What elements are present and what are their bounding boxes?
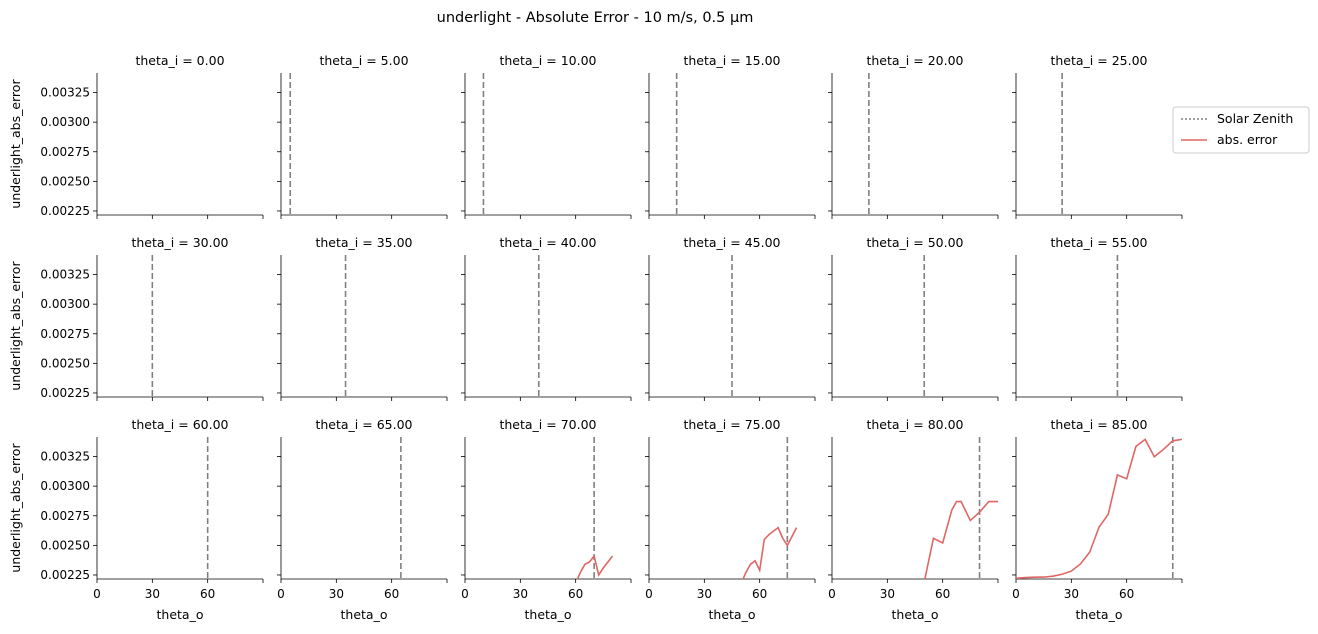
x-tick-label: 0 [277,587,285,601]
panel: theta_i = 80.00 0 30 60 theta_o [828,417,999,622]
x-tick-label: 30 [145,587,160,601]
x-axis-label: theta_o [157,607,204,622]
panel: theta_i = 75.00 0 30 60 theta_o [645,417,816,622]
panel-title: theta_i = 20.00 [866,53,963,68]
legend-label: Solar Zenith [1217,111,1293,126]
x-tick-label: 60 [200,587,215,601]
panel-title: theta_i = 35.00 [315,235,412,250]
y-tick-label: 0.00225 [40,204,90,218]
abs-error-line [742,526,798,579]
panels: theta_i = 0.00 0.00225 0.00250 0.00275 0.003… [8,53,1183,622]
x-tick-label: 30 [697,587,712,601]
panel-title: theta_i = 0.00 [135,53,224,68]
x-tick-label: 0 [1012,587,1020,601]
panel-title: theta_i = 85.00 [1050,417,1147,432]
x-tick-label: 0 [645,587,653,601]
x-tick-label: 30 [513,587,528,601]
y-tick-label: 0.00225 [40,386,90,400]
x-axis-label: theta_o [709,607,756,622]
panel: theta_i = 45.00 [645,235,816,401]
panel-title: theta_i = 10.00 [499,53,596,68]
panel: theta_i = 10.00 [461,53,632,219]
panel-title: theta_i = 45.00 [683,235,780,250]
panel: theta_i = 15.00 [645,53,816,219]
y-tick-label: 0.00300 [40,297,90,311]
panel-title: theta_i = 80.00 [866,417,963,432]
panel: theta_i = 50.00 [828,235,999,401]
legend: Solar Zenith abs. error [1172,106,1310,154]
panel: theta_i = 5.00 [277,53,448,219]
y-tick-label: 0.00275 [40,327,90,341]
x-tick-label: 60 [752,587,767,601]
x-tick-label: 30 [329,587,344,601]
panel-title: theta_i = 65.00 [315,417,412,432]
panel-title: theta_i = 55.00 [1050,235,1147,250]
y-tick-label: 0.00300 [40,479,90,493]
panel: theta_i = 25.00 [1012,53,1183,219]
panel-title: theta_i = 50.00 [866,235,963,250]
panel-title: theta_i = 5.00 [319,53,408,68]
y-axis-label: underlight_abs_error [8,79,23,209]
x-tick-label: 30 [1064,587,1079,601]
panel: theta_i = 55.00 [1012,235,1183,401]
abs-error-line [1016,438,1182,579]
panel: theta_i = 85.00 0 30 60 theta_o [1012,417,1183,622]
y-tick-label: 0.00325 [40,450,90,464]
x-tick-label: 60 [935,587,950,601]
panel-title: theta_i = 30.00 [131,235,228,250]
x-tick-label: 60 [568,587,583,601]
panel-title: theta_i = 25.00 [1050,53,1147,68]
y-tick-label: 0.00275 [40,509,90,523]
panel: theta_i = 70.00 0 30 60 theta_o [461,417,632,622]
y-tick-label: 0.00325 [40,268,90,282]
panel: theta_i = 20.00 [828,53,999,219]
panel-title: theta_i = 70.00 [499,417,596,432]
x-axis-label: theta_o [892,607,939,622]
panel: theta_i = 0.00 0.00225 0.00250 0.00275 0.003… [8,53,264,219]
panel-title: theta_i = 75.00 [683,417,780,432]
x-axis-label: theta_o [525,607,572,622]
panel-title: theta_i = 40.00 [499,235,596,250]
abs-error-line [576,554,614,579]
panel: theta_i = 35.00 [277,235,448,401]
x-axis-label: theta_o [341,607,388,622]
x-tick-label: 30 [880,587,895,601]
panel-title: theta_i = 60.00 [131,417,228,432]
x-tick-label: 60 [384,587,399,601]
y-axis-label: underlight_abs_error [8,261,23,391]
x-tick-label: 0 [93,587,101,601]
panel: theta_i = 40.00 [461,235,632,401]
y-tick-label: 0.00300 [40,115,90,129]
chart-title: underlight - Absolute Error - 10 m/s, 0.… [437,10,754,26]
y-axis-label: underlight_abs_error [8,443,23,573]
y-tick-label: 0.00225 [40,568,90,582]
panel: theta_i = 60.00 0.00225 0.00250 0.00275 0.00… [8,417,264,622]
y-tick-label: 0.00250 [40,174,90,188]
y-tick-label: 0.00250 [40,538,90,552]
legend-label: abs. error [1217,132,1278,147]
panel-title: theta_i = 15.00 [683,53,780,68]
panel: theta_i = 30.00 0.00225 0.00250 0.00275 0.00… [8,235,264,401]
x-axis-label: theta_o [1076,607,1123,622]
y-tick-label: 0.00325 [40,86,90,100]
y-tick-label: 0.00250 [40,356,90,370]
x-tick-label: 60 [1119,587,1134,601]
y-tick-label: 0.00275 [40,145,90,159]
panel: theta_i = 65.00 0 30 60 theta_o [277,417,448,622]
abs-error-line [924,500,998,579]
x-tick-label: 0 [461,587,469,601]
x-tick-label: 0 [828,587,836,601]
